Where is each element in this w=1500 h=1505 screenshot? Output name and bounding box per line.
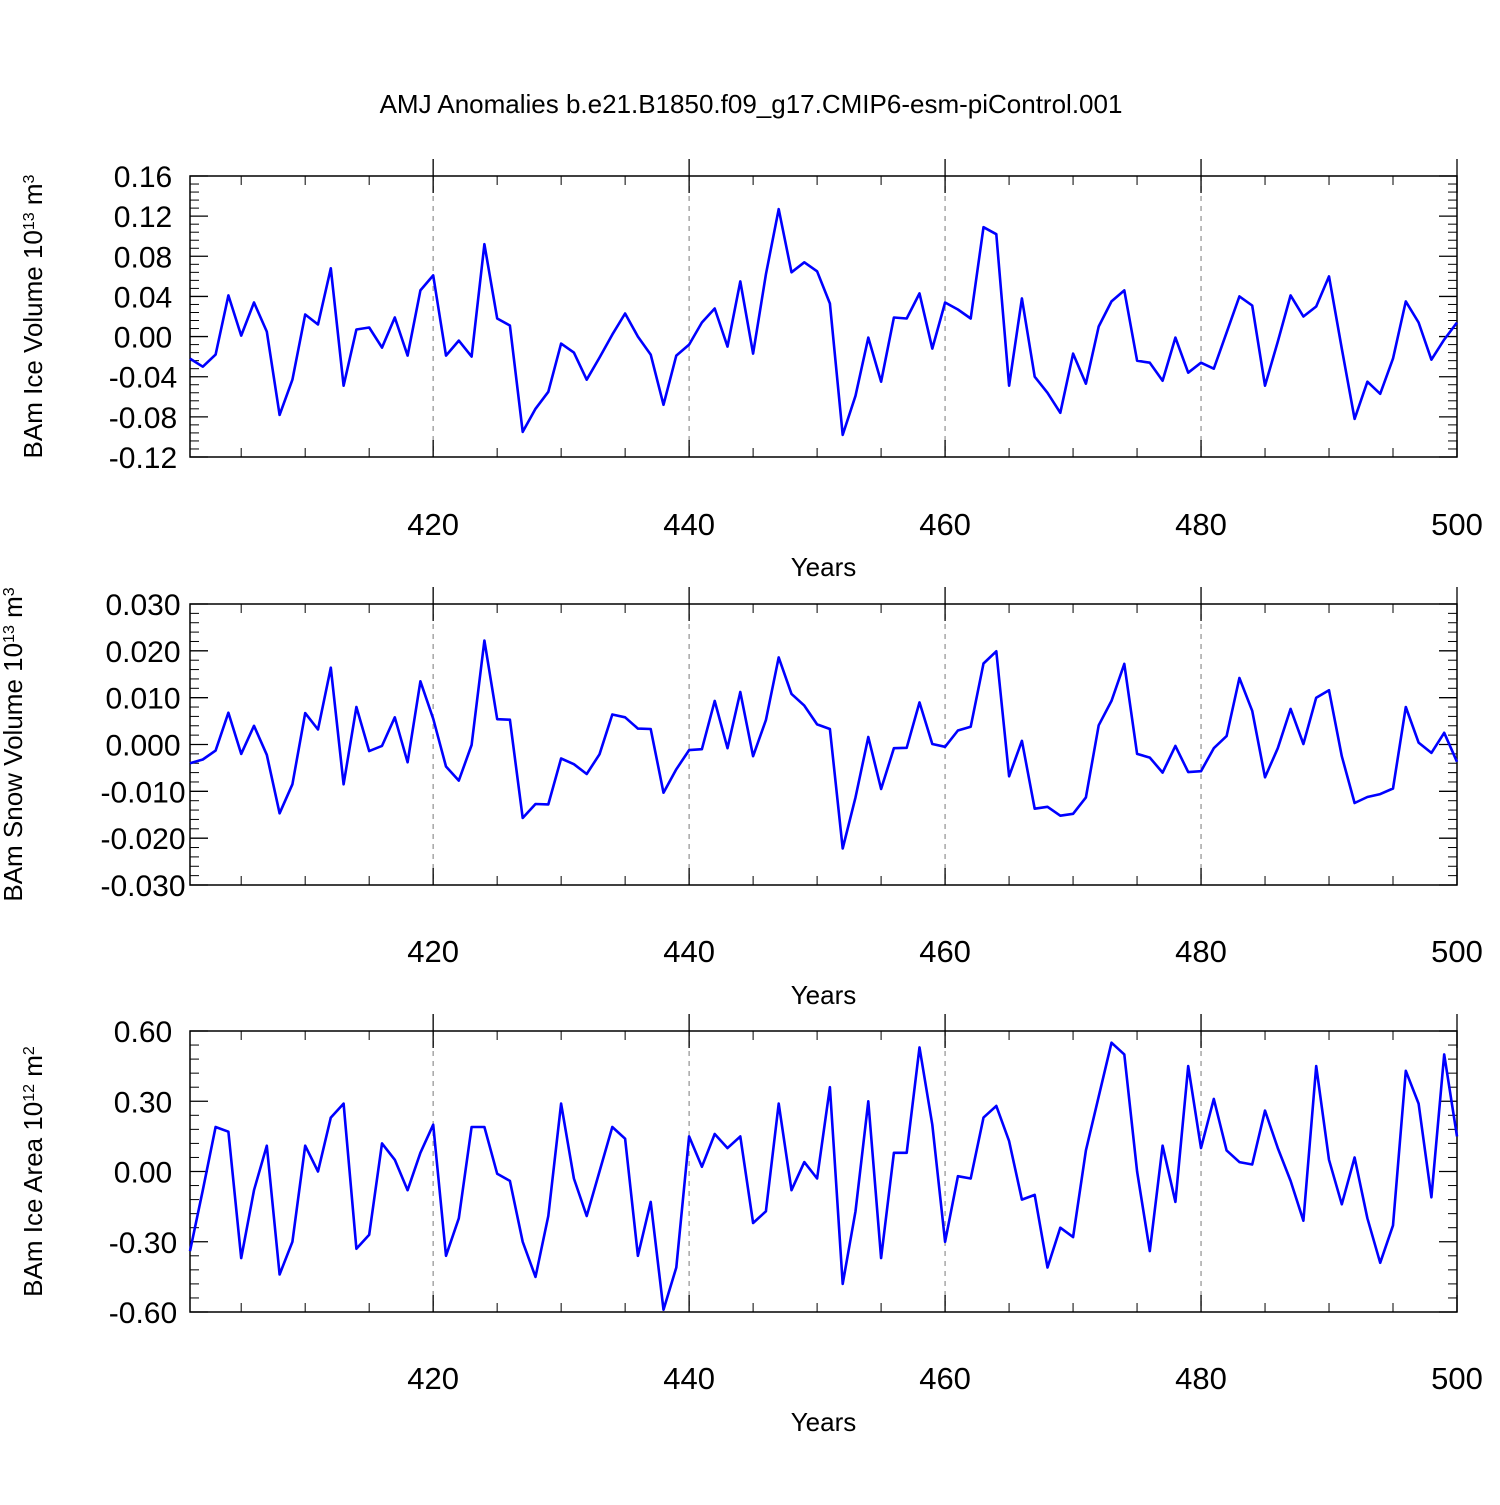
y-axis-label: BAm Snow Volume 1013 m3 [0, 587, 28, 901]
x-tick-label: 500 [1431, 934, 1483, 969]
x-tick-label: 440 [663, 934, 715, 969]
panel-2: -0.030 -0.020 -0.010 0.000 0.010 0.020 0.030 42… [0, 587, 1483, 1010]
panel-3: -0.60 -0.30 0.00 0.30 0.60 420 440 460 480 500 Yea… [18, 1014, 1483, 1437]
x-tick-label: 420 [407, 507, 459, 542]
y-axis-label-exponent: 12 [21, 1084, 38, 1102]
y-axis-label-text: BAm Ice Area 10 [18, 1102, 48, 1297]
y-axis-label-unit: m [0, 596, 28, 625]
x-axis-label: Years [791, 552, 857, 582]
y-axis-label-unit-exponent: 3 [21, 174, 38, 183]
y-tick-label: -0.010 [100, 776, 185, 809]
y-tick-label: -0.020 [100, 823, 185, 856]
data-series-line [188, 1041, 1459, 1311]
plot-frame [189, 603, 1458, 886]
x-tick-label: 480 [1175, 934, 1227, 969]
chart-title: AMJ Anomalies b.e21.B1850.f09_g17.CMIP6-… [380, 89, 1123, 119]
y-axis-label-exponent: 13 [21, 212, 38, 230]
y-tick-label: 0.00 [114, 1157, 172, 1190]
y-tick-label: 0.010 [105, 683, 180, 716]
plot-frame [189, 175, 1458, 458]
y-axis-label-text: BAm Ice Volume 10 [18, 230, 48, 458]
x-axis-label: Years [791, 1407, 857, 1437]
y-axis-label: BAm Ice Area 1012 m2 [18, 1046, 48, 1297]
data-series-line [189, 639, 1459, 850]
plot-frame [189, 1030, 1458, 1313]
x-tick-label: 460 [919, 934, 971, 969]
y-tick-label: 0.16 [114, 161, 172, 194]
x-tick-label: 420 [407, 1361, 459, 1396]
x-tick-label: 480 [1175, 507, 1227, 542]
y-tick-label: -0.04 [109, 362, 177, 395]
y-tick-label: -0.12 [109, 442, 177, 475]
y-axis-label-unit-exponent: 3 [1, 587, 18, 596]
x-tick-label: 440 [663, 507, 715, 542]
y-axis-label-unit: m [18, 183, 48, 212]
y-tick-label: -0.030 [100, 870, 185, 903]
x-tick-label: 460 [919, 1361, 971, 1396]
x-tick-label: 480 [1175, 1361, 1227, 1396]
x-axis-label: Years [791, 980, 857, 1010]
data-series-line [189, 207, 1459, 437]
y-axis-label-unit-exponent: 2 [21, 1046, 38, 1055]
y-axis-label-unit: m [18, 1055, 48, 1084]
x-tick-label: 500 [1431, 507, 1483, 542]
y-tick-label: 0.030 [105, 589, 180, 622]
x-tick-label: 500 [1431, 1361, 1483, 1396]
x-tick-label: 440 [663, 1361, 715, 1396]
y-tick-label: -0.30 [109, 1227, 177, 1260]
y-axis-label-exponent: 13 [1, 625, 18, 643]
y-tick-label: 0.08 [114, 241, 172, 274]
y-tick-label: 0.020 [105, 636, 180, 669]
y-tick-label: 0.30 [114, 1086, 172, 1119]
y-tick-label: -0.60 [109, 1297, 177, 1330]
y-tick-label: 0.04 [114, 281, 172, 314]
y-axis-label-text: BAm Snow Volume 10 [0, 643, 28, 902]
y-tick-label: 0.00 [114, 322, 172, 355]
y-tick-label: 0.60 [114, 1016, 172, 1049]
y-tick-label: -0.08 [109, 402, 177, 435]
x-tick-label: 420 [407, 934, 459, 969]
panel-1: -0.12 -0.08 -0.04 0.00 0.04 0.08 0.12 0.16 420 44… [18, 159, 1483, 582]
y-tick-label: 0.12 [114, 201, 172, 234]
y-tick-label: 0.000 [105, 730, 180, 763]
y-axis-label: BAm Ice Volume 1013 m3 [18, 174, 48, 458]
x-tick-label: 460 [919, 507, 971, 542]
